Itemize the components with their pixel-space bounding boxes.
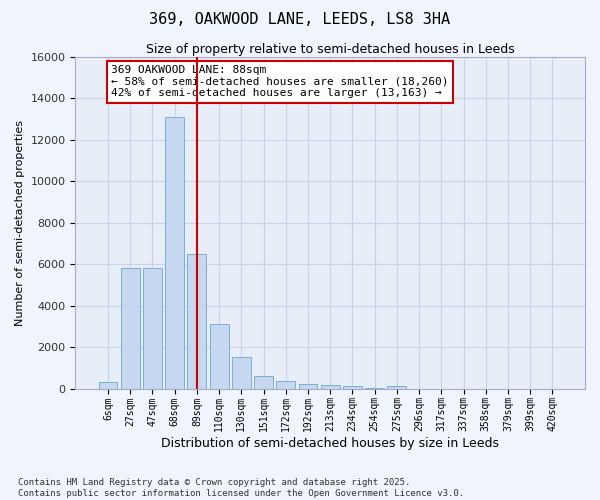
Bar xyxy=(232,358,251,388)
Bar xyxy=(98,382,118,388)
Title: Size of property relative to semi-detached houses in Leeds: Size of property relative to semi-detach… xyxy=(146,42,515,56)
Bar xyxy=(321,386,340,388)
Bar xyxy=(143,268,162,388)
Bar xyxy=(254,376,273,388)
Bar xyxy=(187,254,206,388)
Text: 369, OAKWOOD LANE, LEEDS, LS8 3HA: 369, OAKWOOD LANE, LEEDS, LS8 3HA xyxy=(149,12,451,28)
Bar xyxy=(388,386,406,388)
X-axis label: Distribution of semi-detached houses by size in Leeds: Distribution of semi-detached houses by … xyxy=(161,437,499,450)
Bar xyxy=(121,268,140,388)
Text: Contains HM Land Registry data © Crown copyright and database right 2025.
Contai: Contains HM Land Registry data © Crown c… xyxy=(18,478,464,498)
Bar xyxy=(343,386,362,388)
Bar xyxy=(299,384,317,388)
Text: 369 OAKWOOD LANE: 88sqm
← 58% of semi-detached houses are smaller (18,260)
42% o: 369 OAKWOOD LANE: 88sqm ← 58% of semi-de… xyxy=(111,65,449,98)
Y-axis label: Number of semi-detached properties: Number of semi-detached properties xyxy=(15,120,25,326)
Bar xyxy=(209,324,229,388)
Bar xyxy=(165,117,184,388)
Bar xyxy=(277,382,295,388)
